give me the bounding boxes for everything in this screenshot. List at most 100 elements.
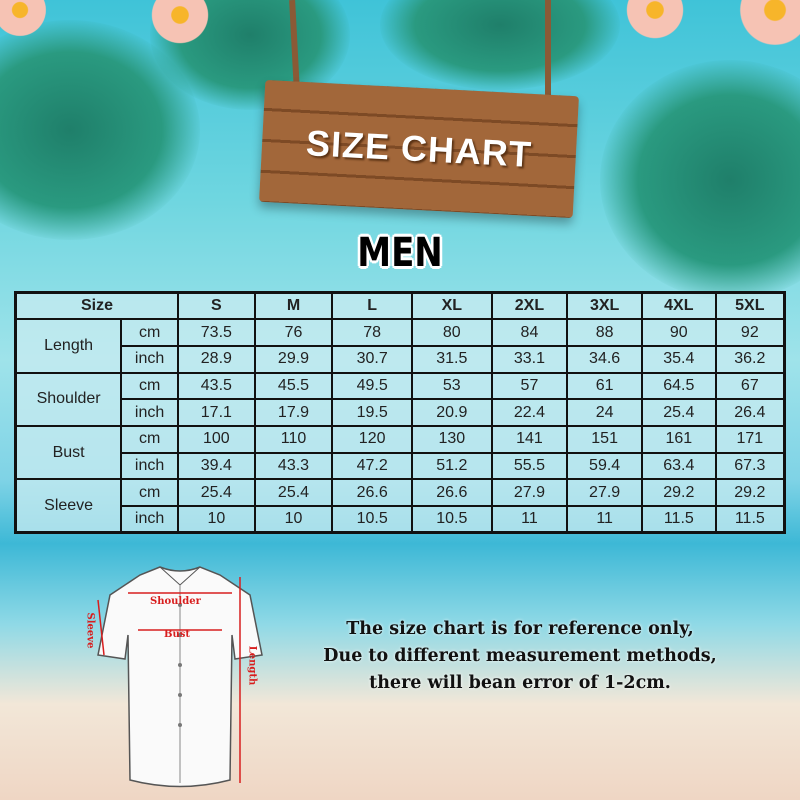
note-line: Due to different measurement methods,: [323, 646, 717, 666]
flower-decoration: [620, 0, 690, 40]
value-cell: 100: [177, 424, 256, 454]
table-row: inch 10 10 10.5 10.5 11 11 11.5 11.5: [16, 505, 786, 534]
value-cell: 17.9: [253, 398, 334, 427]
value-cell: 20.9: [410, 398, 493, 427]
header-row: Size S M L XL 2XL 3XL 4XL 5XL: [14, 291, 786, 321]
value-cell: 27.9: [490, 478, 569, 507]
value-cell: 161: [640, 424, 717, 454]
size-column-header: XL: [410, 291, 493, 321]
unit-label: cm: [120, 318, 179, 347]
size-chart-sign: SIZE CHART: [259, 79, 579, 219]
size-column-header: 5XL: [714, 291, 786, 321]
unit-label: inch: [120, 344, 179, 374]
value-cell: 25.4: [177, 478, 256, 507]
value-cell: 29.2: [640, 478, 717, 507]
section-title: MEN: [357, 230, 443, 276]
value-cell: 30.7: [331, 344, 413, 374]
table-row: Bust cm 100 110 120 130 141 151 161 171: [14, 424, 786, 481]
value-cell: 45.5: [253, 371, 334, 401]
value-cell: 26.4: [714, 398, 786, 427]
value-cell: 11.5: [714, 505, 786, 534]
size-column-header: 2XL: [490, 291, 569, 321]
value-cell: 92: [714, 318, 786, 347]
value-cell: 130: [410, 424, 493, 454]
table-row: Length cm 73.5 76 78 80 84 88 90 92: [14, 318, 786, 374]
value-cell: 120: [331, 424, 413, 454]
value-cell: 43.5: [177, 371, 256, 401]
size-column-header: 3XL: [566, 291, 643, 321]
value-cell: 10.5: [331, 505, 413, 534]
value-cell: 28.9: [177, 344, 256, 374]
value-cell: 17.1: [177, 398, 256, 427]
flower-decoration: [730, 0, 800, 45]
value-cell: 29.9: [253, 344, 334, 374]
value-cell: 63.4: [640, 451, 717, 481]
value-cell: 29.2: [714, 478, 786, 507]
value-cell: 24: [566, 398, 643, 427]
value-cell: 73.5: [177, 318, 256, 347]
value-cell: 88: [566, 318, 643, 347]
table-row: Sleeve cm 25.4 25.4 26.6 26.6 27.9 27.9 29.2 29.2: [14, 478, 786, 534]
value-cell: 80: [410, 318, 493, 347]
value-cell: 10: [253, 505, 334, 534]
value-cell: 35.4: [640, 344, 717, 374]
note-line: there will bean error of 1-2cm.: [369, 673, 671, 693]
value-cell: 26.6: [331, 478, 413, 507]
value-cell: 57: [490, 371, 569, 401]
size-column-header: 4XL: [640, 291, 717, 321]
value-cell: 31.5: [410, 344, 493, 374]
unit-label: cm: [120, 371, 179, 401]
table-row: inch 17.1 17.9 19.5 20.9 22.4 24 25.4 26.4: [16, 398, 786, 427]
value-cell: 11.5: [640, 505, 717, 534]
measure-label: Bust: [14, 424, 123, 481]
value-cell: 51.2: [410, 451, 493, 481]
value-cell: 59.4: [566, 451, 643, 481]
measure-label: Sleeve: [14, 478, 123, 534]
value-cell: 11: [490, 505, 569, 534]
diagram-label-length: Length: [246, 645, 258, 686]
size-header: Size: [14, 291, 179, 321]
value-cell: 171: [714, 424, 786, 454]
value-cell: 76: [253, 318, 334, 347]
value-cell: 10: [177, 505, 256, 534]
value-cell: 110: [253, 424, 334, 454]
value-cell: 78: [331, 318, 413, 347]
disclaimer-note: The size chart is for reference only, Du…: [270, 616, 770, 697]
value-cell: 36.2: [714, 344, 786, 374]
value-cell: 55.5: [490, 451, 569, 481]
value-cell: 25.4: [253, 478, 334, 507]
value-cell: 19.5: [331, 398, 413, 427]
unit-label: inch: [120, 451, 179, 481]
diagram-label-bust: Bust: [164, 629, 190, 640]
table-row: inch 39.4 43.3 47.2 51.2 55.5 59.4 63.4 67.3: [16, 451, 786, 481]
value-cell: 10.5: [410, 505, 493, 534]
value-cell: 34.6: [566, 344, 643, 374]
value-cell: 61: [566, 371, 643, 401]
unit-label: cm: [120, 424, 179, 454]
shirt-diagram: [97, 566, 263, 788]
value-cell: 53: [410, 371, 493, 401]
value-cell: 47.2: [331, 451, 413, 481]
measure-label: Shoulder: [14, 371, 123, 427]
value-cell: 22.4: [490, 398, 569, 427]
value-cell: 25.4: [640, 398, 717, 427]
value-cell: 26.6: [410, 478, 493, 507]
value-cell: 84: [490, 318, 569, 347]
value-cell: 33.1: [490, 344, 569, 374]
value-cell: 64.5: [640, 371, 717, 401]
value-cell: 141: [490, 424, 569, 454]
size-column-header: L: [331, 291, 413, 321]
table-row: Shoulder cm 43.5 45.5 49.5 53 57 61 64.5 67: [14, 371, 786, 427]
measure-label: Length: [14, 318, 123, 374]
diagram-label-shoulder: Shoulder: [150, 596, 201, 607]
value-cell: 39.4: [177, 451, 256, 481]
size-column-header: S: [177, 291, 256, 321]
value-cell: 11: [566, 505, 643, 534]
value-cell: 67: [714, 371, 786, 401]
value-cell: 27.9: [566, 478, 643, 507]
table-row: inch 28.9 29.9 30.7 31.5 33.1 34.6 35.4 36.2: [16, 344, 786, 374]
size-table: Size S M L XL 2XL 3XL 4XL 5XL Length cm 73.5 76 78 80 8…: [14, 291, 786, 535]
page-title: SIZE CHART: [305, 122, 533, 175]
diagram-label-sleeve: Sleeve: [84, 612, 96, 649]
note-line: The size chart is for reference only,: [346, 619, 694, 639]
